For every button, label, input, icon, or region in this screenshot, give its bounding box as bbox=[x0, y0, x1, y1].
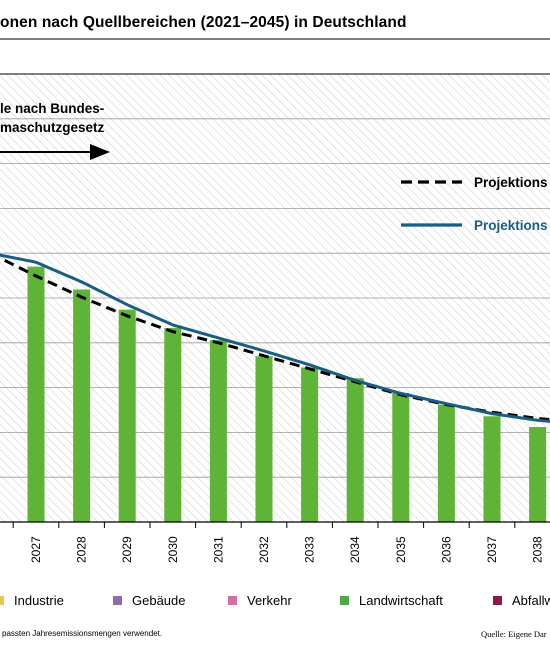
legend-item-industrie: Industrie bbox=[0, 593, 64, 608]
bar-2037 bbox=[483, 416, 501, 522]
bars bbox=[27, 266, 547, 522]
x-tick-label-2027: 2027 bbox=[29, 536, 43, 563]
x-tick-label-2036: 2036 bbox=[439, 536, 453, 563]
arrow-annotation-line1: le nach Bundes- bbox=[0, 101, 104, 116]
bar-2029 bbox=[118, 309, 136, 522]
line-label-dashed: Projektions bbox=[474, 175, 548, 190]
line-label-solid: Projektions bbox=[474, 218, 548, 233]
bar-2035 bbox=[392, 392, 410, 522]
bar-2031 bbox=[209, 340, 227, 522]
legend-item-abfall: Abfallw bbox=[493, 593, 550, 608]
bar-2036 bbox=[437, 404, 455, 522]
bar-2027 bbox=[27, 266, 45, 522]
legend-swatch bbox=[340, 596, 349, 605]
x-tick-label-2029: 2029 bbox=[120, 536, 134, 563]
legend-swatch bbox=[228, 596, 237, 605]
x-tick-label-2032: 2032 bbox=[257, 536, 271, 563]
x-tick-label-2030: 2030 bbox=[166, 536, 180, 563]
gridlines bbox=[0, 118, 550, 478]
x-tick-label-2034: 2034 bbox=[348, 536, 362, 563]
arrow-annotation-line2: maschutzgesetz bbox=[0, 120, 105, 135]
legend-label: Verkehr bbox=[247, 593, 292, 608]
x-tick-label-2033: 2033 bbox=[303, 536, 317, 563]
bar-2030 bbox=[164, 328, 182, 522]
legend-item-landwirtschaft: Landwirtschaft bbox=[340, 593, 443, 608]
legend-swatch bbox=[113, 596, 122, 605]
x-tick-label-2035: 2035 bbox=[394, 536, 408, 563]
legend-item-verkehr: Verkehr bbox=[228, 593, 292, 608]
legend-label: Gebäude bbox=[132, 593, 186, 608]
projection-line-solid bbox=[0, 253, 550, 423]
legend-label: Industrie bbox=[14, 593, 64, 608]
legend-label: Abfallw bbox=[512, 593, 550, 608]
x-tick-label-2031: 2031 bbox=[211, 536, 225, 563]
bar-2038 bbox=[529, 427, 547, 522]
x-tick-label-2037: 2037 bbox=[485, 536, 499, 563]
footnote: passten Jahresemissionsmengen verwendet. bbox=[2, 629, 163, 638]
x-tick-label-2028: 2028 bbox=[75, 536, 89, 563]
legend-item-gebaeude: Gebäude bbox=[113, 593, 186, 608]
projection-lines bbox=[0, 253, 550, 423]
legend-swatch bbox=[493, 596, 502, 605]
x-ticks: 2027 2028 2029 2030 2031 2032 2033 2034 2035 2036… bbox=[12, 522, 545, 563]
chart-title: onen nach Quellbereichen (2021–2045) in … bbox=[0, 14, 407, 31]
x-tick-label-2038: 2038 bbox=[531, 536, 545, 563]
bar-2028 bbox=[73, 289, 91, 522]
source-note: Quelle: Eigene Dar bbox=[481, 629, 547, 639]
bar-2033 bbox=[301, 367, 319, 522]
legend-label: Landwirtschaft bbox=[359, 593, 443, 608]
bar-2032 bbox=[255, 356, 273, 522]
bar-2034 bbox=[346, 378, 364, 522]
legend-swatch bbox=[0, 596, 4, 605]
